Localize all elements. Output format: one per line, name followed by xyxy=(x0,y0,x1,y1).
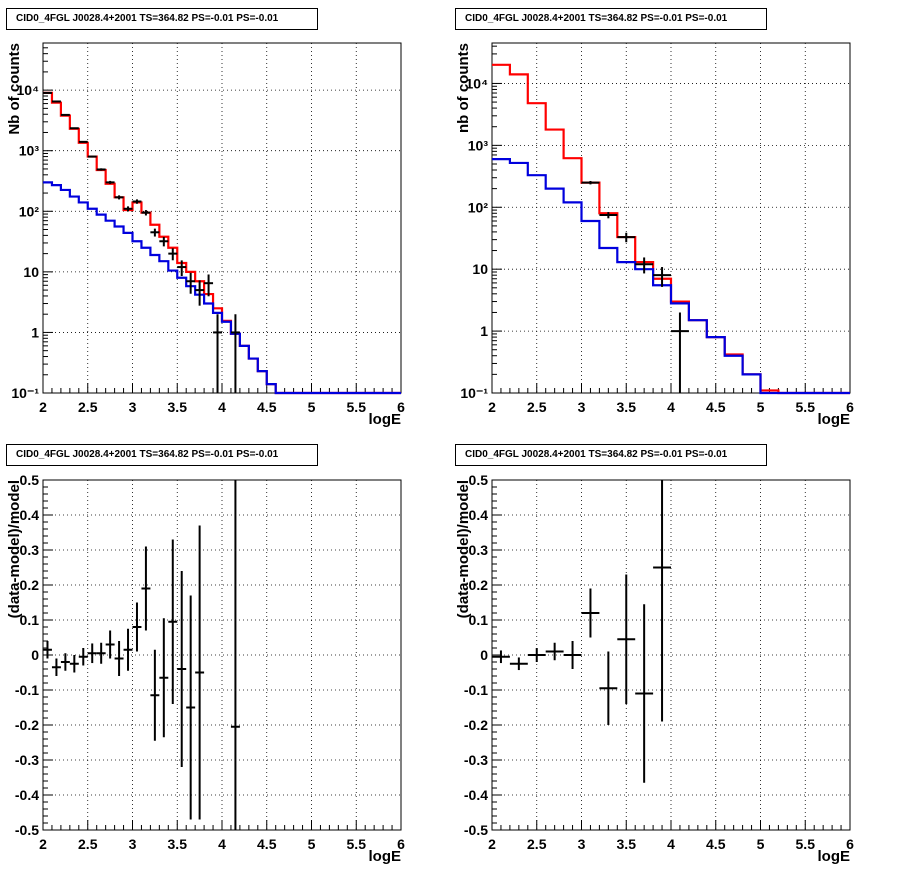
panel-2-x-tick-label: 3 xyxy=(578,399,586,415)
panel-3-y-tick-label: -0.1 xyxy=(15,682,39,698)
panel-2-x-tick-label: 6 xyxy=(846,399,854,415)
panel-4-x-tick-label: 5 xyxy=(757,836,765,852)
panel-4-y-tick-label: -0.5 xyxy=(464,822,488,838)
panel-1-y-tick-label: 10³ xyxy=(19,143,40,159)
panel-1-x-tick-label: 3 xyxy=(129,399,137,415)
panel-1-y-tick-label: 10⁴ xyxy=(17,82,40,98)
panel-2-x-tick-label: 3.5 xyxy=(617,399,637,415)
panel-2-y-tick-label: 10³ xyxy=(468,137,489,153)
panel-4-y-tick-label: 0.3 xyxy=(469,542,489,558)
panel-1-x-tick-label: 5 xyxy=(308,399,316,415)
panel-3-y-tick-label: -0.3 xyxy=(15,752,39,768)
panel-1-y-tick-label: 10 xyxy=(23,264,39,280)
panel-4-x-tick-label: 3.5 xyxy=(617,836,637,852)
panel-3-x-tick-label: 4 xyxy=(218,836,226,852)
panel-2-x-axis-label: logE xyxy=(818,411,851,428)
panel-4-y-tick-label: -0.3 xyxy=(464,752,488,768)
panel-3-x-tick-label: 3.5 xyxy=(168,836,188,852)
panel-4-y-tick-label: -0.2 xyxy=(464,717,488,733)
panel-1-x-tick-label: 4 xyxy=(218,399,226,415)
panel-3-y-axis-label: (data-model)/model xyxy=(6,480,23,618)
panel-4-title: CID0_4FGL J0028.4+2001 TS=364.82 PS=-0.0… xyxy=(455,444,767,466)
panel-3-x-tick-label: 2 xyxy=(39,836,47,852)
panel-3-y-tick-label: -0.2 xyxy=(15,717,39,733)
panel-4-y-tick-label: -0.1 xyxy=(464,682,488,698)
panel-4-x-tick-label: 5.5 xyxy=(796,836,816,852)
panel-3-y-tick-label: -0.5 xyxy=(15,822,39,838)
panel-1-y-tick-label: 10⁻¹ xyxy=(11,385,39,401)
panel-4-y-tick-label: 0.1 xyxy=(469,612,489,628)
panel-3-x-tick-label: 2.5 xyxy=(78,836,98,852)
panel-1-x-axis-label: logE xyxy=(369,411,402,428)
panel-1-y-tick-label: 1 xyxy=(31,324,39,340)
panel-3-y-tick-label: 0.2 xyxy=(20,577,40,593)
panel-2-x-tick-label: 4.5 xyxy=(706,399,726,415)
panel-1-y-axis-label: Nb of counts xyxy=(6,43,23,135)
panel-2-x-tick-label: 4 xyxy=(667,399,675,415)
panel-2-x-tick-label: 2.5 xyxy=(527,399,547,415)
panel-4-y-tick-label: 0.5 xyxy=(469,472,489,488)
panel-4-y-tick-label: 0.2 xyxy=(469,577,489,593)
panel-1-x-tick-label: 5.5 xyxy=(347,399,367,415)
panel-3-title: CID0_4FGL J0028.4+2001 TS=364.82 PS=-0.0… xyxy=(6,444,318,466)
panel-1-x-tick-label: 4.5 xyxy=(257,399,277,415)
panel-3-x-tick-label: 5.5 xyxy=(347,836,367,852)
panel-2-y-tick-label: 10 xyxy=(472,261,488,277)
panel-3-y-tick-label: 0.3 xyxy=(20,542,40,558)
panel-1-x-tick-label: 2 xyxy=(39,399,47,415)
panel-2-y-tick-label: 1 xyxy=(480,323,488,339)
panel-4-y-axis-label: (data-model)/model xyxy=(455,480,472,618)
panel-1-x-tick-label: 3.5 xyxy=(168,399,188,415)
panel-4-y-tick-label: 0 xyxy=(480,647,488,663)
panel-3-y-tick-label: 0.5 xyxy=(20,472,40,488)
panel-1-x-tick-label: 6 xyxy=(397,399,405,415)
panel-4-x-axis-label: logE xyxy=(818,848,851,865)
panel-2-x-tick-label: 5 xyxy=(757,399,765,415)
panel-2-y-axis-label: nb of counts xyxy=(455,43,472,133)
panel-2-title: CID0_4FGL J0028.4+2001 TS=364.82 PS=-0.0… xyxy=(455,8,767,30)
panel-3-x-tick-label: 3 xyxy=(129,836,137,852)
panel-4-y-tick-label: -0.4 xyxy=(464,787,488,803)
panel-4-x-tick-label: 3 xyxy=(578,836,586,852)
panel-4-x-tick-label: 4 xyxy=(667,836,675,852)
panel-3-x-tick-label: 6 xyxy=(397,836,405,852)
panel-2-y-tick-label: 10⁴ xyxy=(466,75,489,91)
panel-4-x-tick-label: 2.5 xyxy=(527,836,547,852)
panel-3-x-axis-label: logE xyxy=(369,848,402,865)
panel-2-x-tick-label: 5.5 xyxy=(796,399,816,415)
panel-2-y-tick-label: 10⁻¹ xyxy=(460,385,488,401)
panel-2-model-component-line xyxy=(492,157,850,395)
panel-1-y-tick-label: 10² xyxy=(19,203,40,219)
panel-3-x-tick-label: 5 xyxy=(308,836,316,852)
panel-4-x-tick-label: 2 xyxy=(488,836,496,852)
panel-2-x-tick-label: 2 xyxy=(488,399,496,415)
panel-1-title: CID0_4FGL J0028.4+2001 TS=364.82 PS=-0.0… xyxy=(6,8,318,30)
panel-1-model-component-line xyxy=(43,181,401,395)
panel-4-y-tick-label: 0.4 xyxy=(469,507,489,523)
panel-3-y-tick-label: 0.1 xyxy=(20,612,40,628)
panel-4-x-tick-label: 6 xyxy=(846,836,854,852)
panel-3-y-tick-label: -0.4 xyxy=(15,787,39,803)
panel-3-x-tick-label: 4.5 xyxy=(257,836,277,852)
panel-2-y-tick-label: 10² xyxy=(468,199,489,215)
panel-4-x-tick-label: 4.5 xyxy=(706,836,726,852)
panel-3-y-tick-label: 0.4 xyxy=(20,507,40,523)
panel-3-y-tick-label: 0 xyxy=(31,647,39,663)
panel-1-x-tick-label: 2.5 xyxy=(78,399,98,415)
